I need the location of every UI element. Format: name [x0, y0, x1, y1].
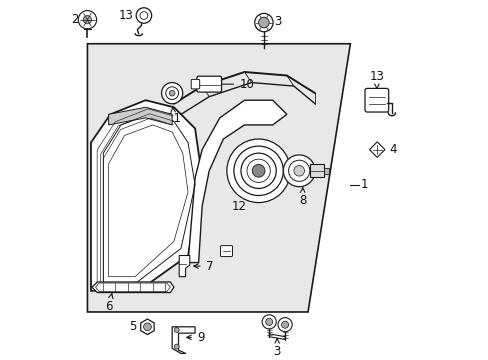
Circle shape — [278, 318, 291, 332]
Text: 6: 6 — [104, 294, 113, 313]
Polygon shape — [108, 107, 172, 125]
Text: 5: 5 — [128, 320, 152, 333]
Text: 4: 4 — [372, 143, 396, 156]
Text: 13: 13 — [119, 9, 147, 22]
Polygon shape — [309, 165, 323, 177]
Text: 1: 1 — [360, 179, 367, 192]
Circle shape — [293, 166, 304, 176]
Polygon shape — [172, 327, 195, 354]
Circle shape — [140, 12, 147, 19]
Polygon shape — [369, 142, 384, 157]
Text: 10: 10 — [203, 78, 254, 91]
Circle shape — [161, 82, 183, 104]
Circle shape — [165, 87, 178, 99]
Text: 9: 9 — [186, 331, 204, 344]
Polygon shape — [92, 282, 174, 293]
Circle shape — [174, 328, 179, 332]
Circle shape — [281, 321, 288, 328]
Circle shape — [226, 139, 290, 203]
Circle shape — [233, 146, 283, 195]
Circle shape — [246, 159, 270, 183]
Text: 3: 3 — [258, 15, 281, 28]
Text: 13: 13 — [368, 70, 384, 89]
Text: 3: 3 — [273, 339, 280, 358]
Polygon shape — [179, 256, 189, 277]
Circle shape — [83, 15, 91, 24]
Circle shape — [283, 155, 314, 187]
Circle shape — [252, 165, 264, 177]
Circle shape — [288, 160, 309, 181]
Polygon shape — [141, 319, 154, 334]
FancyBboxPatch shape — [197, 76, 221, 92]
Circle shape — [258, 17, 269, 28]
Polygon shape — [91, 100, 202, 291]
Circle shape — [262, 315, 276, 329]
Circle shape — [143, 323, 151, 331]
Circle shape — [241, 153, 276, 188]
FancyBboxPatch shape — [220, 246, 232, 257]
Text: 2: 2 — [71, 13, 93, 26]
Circle shape — [78, 10, 97, 29]
Polygon shape — [87, 44, 350, 312]
Circle shape — [265, 318, 272, 325]
Circle shape — [169, 90, 175, 96]
Polygon shape — [323, 168, 328, 174]
Circle shape — [254, 13, 272, 32]
Text: 11: 11 — [166, 107, 181, 125]
Polygon shape — [188, 100, 286, 262]
Text: 8: 8 — [299, 188, 306, 207]
FancyBboxPatch shape — [191, 80, 199, 89]
Text: 12: 12 — [231, 193, 246, 213]
Circle shape — [136, 8, 151, 23]
Text: 7: 7 — [193, 260, 213, 273]
FancyBboxPatch shape — [364, 89, 388, 112]
Circle shape — [174, 344, 179, 349]
